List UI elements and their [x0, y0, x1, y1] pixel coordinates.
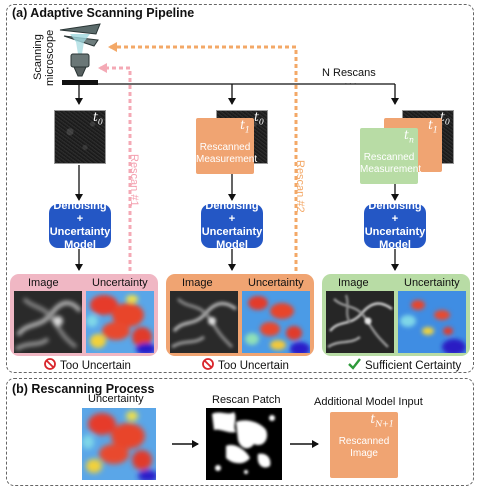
model1-line2: Uncertainty [49, 226, 111, 238]
t0-label-col1: t0 [93, 110, 103, 127]
uncertainty-map-col2 [242, 291, 310, 353]
image-label-col1: Image [28, 277, 59, 289]
measure-line1-col3: Rescanned [363, 152, 415, 163]
tn1-label: tN+1 [370, 412, 394, 429]
measure-line2-col3: Measurement [360, 164, 422, 175]
t0-label-col3: t0 [440, 110, 450, 127]
status-text-col1: Too Uncertain [60, 359, 131, 372]
additional-model-input-label: Additional Model Input [314, 396, 423, 408]
n-rescans-label: N Rescans [322, 67, 376, 79]
panel-a-title: (a) Adaptive Scanning Pipeline [12, 6, 195, 20]
microscope-icon [56, 20, 104, 88]
denoising-model-col3: Denoising + Uncertainty Model [364, 200, 426, 251]
rescanned-image-line1: Rescanned [338, 436, 390, 447]
rescanned-measurement-col2: t1 Rescanned Measurement [196, 118, 258, 174]
tn-label-col3: tn [404, 128, 414, 145]
model2-line3: Model [216, 239, 248, 251]
denoised-image-col2 [170, 291, 238, 353]
image-label-col2: Image [182, 277, 213, 289]
model3-line2: Uncertainty [364, 226, 426, 238]
panel-adaptive-scanning [6, 4, 474, 373]
model3-line1: Denoising + [368, 200, 422, 225]
panel-a-connectors [68, 42, 399, 278]
uncertainty-label-col2: Uncertainty [248, 277, 304, 289]
panel-b-uncertainty-label: Uncertainty [88, 393, 144, 405]
model2-line1: Denoising + [205, 200, 259, 225]
t1-label-col2: t1 [240, 118, 250, 135]
model2-line2: Uncertainty [201, 226, 263, 238]
model3-line3: Model [379, 239, 411, 251]
status-text-col2: Too Uncertain [218, 359, 289, 372]
uncertainty-label-col1: Uncertainty [92, 277, 148, 289]
rescanned-measurement-col3-front: tn Rescanned Measurement [360, 128, 422, 184]
model1-line3: Model [64, 239, 96, 251]
denoised-image-col1 [14, 291, 82, 353]
denoised-image-col3 [326, 291, 394, 353]
rescanned-image-line2: Image [350, 448, 378, 459]
status-col3: Sufficient Certainty [348, 358, 461, 373]
status-col2: Too Uncertain [202, 358, 289, 373]
model1-line1: Denoising + [53, 200, 107, 225]
rescanned-image-box: tN+1 Rescanned Image [330, 412, 398, 478]
panel-rescanning-process [6, 378, 474, 486]
image-label-col3: Image [338, 277, 369, 289]
panel-b-uncertainty-map [82, 408, 156, 480]
t1-label-col3: t1 [428, 118, 438, 135]
uncertainty-map-col3 [398, 291, 466, 353]
uncertainty-label-col3: Uncertainty [404, 277, 460, 289]
rescan-patch-mask [206, 408, 282, 480]
check-icon [348, 358, 361, 373]
no-icon [202, 358, 214, 373]
measure-line2-col2: Measurement [196, 154, 258, 165]
rescan-patch-label: Rescan Patch [212, 394, 281, 406]
t0-label-col2: t0 [254, 110, 264, 127]
denoising-model-col2: Denoising + Uncertainty Model [201, 200, 263, 251]
panel-b-title: (b) Rescanning Process [12, 382, 155, 396]
denoising-model-col1: Denoising + Uncertainty Model [49, 200, 111, 251]
noisy-image-col1 [54, 110, 106, 164]
status-text-col3: Sufficient Certainty [365, 359, 462, 372]
status-col1: Too Uncertain [44, 358, 131, 373]
ellipsis: ··· [344, 78, 358, 90]
no-icon [44, 358, 56, 373]
measure-line1-col2: Rescanned [199, 142, 251, 153]
uncertainty-map-col1 [86, 291, 154, 353]
